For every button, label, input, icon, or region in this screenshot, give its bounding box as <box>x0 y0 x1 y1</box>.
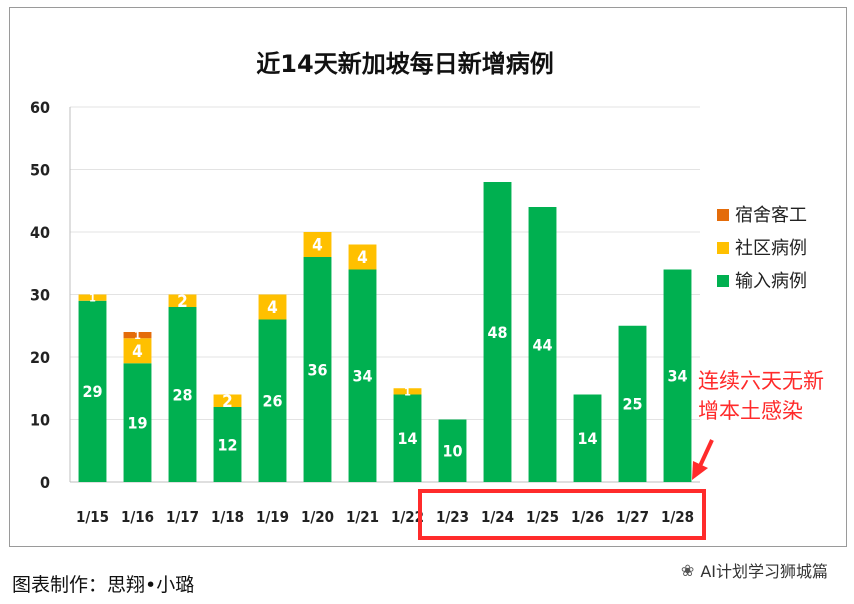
data-label: 34 <box>352 367 372 386</box>
bar-1-28-series-0 <box>663 269 692 482</box>
legend-swatch <box>717 209 729 221</box>
data-label: 12 <box>217 435 237 454</box>
data-label: 19 <box>127 413 147 432</box>
bar-1-20-series-0 <box>303 257 332 482</box>
data-label: 28 <box>172 385 192 404</box>
data-label: 25 <box>622 395 642 414</box>
bar-1-16-series-2 <box>123 332 152 339</box>
legend-swatch <box>717 275 729 287</box>
data-label: 4 <box>267 298 278 318</box>
x-tick-label: 1/20 <box>301 508 334 526</box>
data-label: 29 <box>82 382 102 401</box>
annotation-line1: 连续六天无新 <box>698 369 824 393</box>
bar-1-17-series-0 <box>168 307 197 482</box>
data-label: 2 <box>222 392 233 412</box>
caption: 图表制作：思翔•小璐 <box>12 574 195 596</box>
data-label: 36 <box>307 360 327 379</box>
bar-1-27-series-0 <box>618 325 647 482</box>
data-label: 48 <box>487 323 507 342</box>
bar-1-22-series-0 <box>393 394 422 482</box>
x-tick-label: 1/26 <box>571 508 604 526</box>
bar-1-21-series-1 <box>348 244 377 270</box>
annotation-arrow-shaft <box>698 439 714 467</box>
data-label: 4 <box>132 342 143 362</box>
data-label: 10 <box>442 442 462 461</box>
data-label: 34 <box>667 367 687 386</box>
bar-1-20-series-1 <box>303 232 332 257</box>
chart-title: 近14天新加坡每日新增病例 <box>256 50 553 78</box>
x-tick-label: 1/17 <box>166 508 199 526</box>
bar-1-26-series-0 <box>573 394 602 482</box>
bar-1-16-series-1 <box>123 338 152 364</box>
bar-1-21-series-0 <box>348 269 377 482</box>
data-label: 4 <box>312 236 323 256</box>
annotation-line2: 增本土感染 <box>698 399 803 423</box>
x-tick-label: 1/28 <box>661 508 694 526</box>
bar-1-15-series-0 <box>78 300 107 482</box>
watermark-text: AI计划学习狮城篇 <box>700 562 828 581</box>
data-label: 1 <box>404 385 411 398</box>
x-tick-label: 1/27 <box>616 508 649 526</box>
highlight-box <box>418 489 706 540</box>
data-label: 14 <box>397 429 417 448</box>
bar-1-24-series-0 <box>483 182 512 482</box>
x-tick-label: 1/21 <box>346 508 379 526</box>
bar-1-19-series-0 <box>258 319 287 482</box>
legend-label: 输入病例 <box>735 271 807 292</box>
bar-1-18-series-0 <box>213 407 242 482</box>
data-label: 26 <box>262 392 282 411</box>
x-tick-label: 1/22 <box>391 508 424 526</box>
bar-1-25-series-0 <box>528 207 557 482</box>
bar-1-18-series-1 <box>213 394 242 407</box>
bar-1-19-series-1 <box>258 294 287 320</box>
y-tick-label: 40 <box>30 223 50 242</box>
legend-label: 社区病例 <box>735 238 807 259</box>
y-tick-label: 20 <box>30 348 50 367</box>
data-label: 14 <box>577 429 597 448</box>
x-tick-label: 1/25 <box>526 508 559 526</box>
x-tick-label: 1/18 <box>211 508 244 526</box>
y-tick-label: 10 <box>30 411 50 430</box>
legend-label: 宿舍客工 <box>735 205 807 226</box>
data-label: 4 <box>357 248 368 268</box>
x-tick-label: 1/19 <box>256 508 289 526</box>
data-label: 1 <box>89 292 96 305</box>
y-tick-label: 50 <box>30 161 50 180</box>
x-tick-label: 1/16 <box>121 508 154 526</box>
x-tick-label: 1/23 <box>436 508 469 526</box>
watermark: ❀ AI计划学习狮城篇 <box>681 558 828 582</box>
y-tick-label: 30 <box>30 286 50 305</box>
bar-1-15-series-1 <box>78 294 107 301</box>
data-label: 44 <box>532 335 552 354</box>
bar-1-22-series-1 <box>393 388 422 395</box>
legend-swatch <box>717 242 729 254</box>
bar-1-17-series-1 <box>168 294 197 307</box>
bar-1-16-series-0 <box>123 363 152 482</box>
y-tick-label: 0 <box>40 473 50 492</box>
data-label: 2 <box>177 292 188 312</box>
y-tick-label: 60 <box>30 98 50 117</box>
annotation-arrow-head <box>692 461 708 480</box>
stacked-bar-chart: 近14天新加坡每日新增病例01020304050602911/1519411/1… <box>30 50 824 540</box>
x-tick-label: 1/15 <box>76 508 109 526</box>
x-tick-label: 1/24 <box>481 508 514 526</box>
wechat-icon: ❀ <box>680 560 695 580</box>
bar-1-23-series-0 <box>438 419 467 482</box>
data-label: 1 <box>134 329 141 342</box>
